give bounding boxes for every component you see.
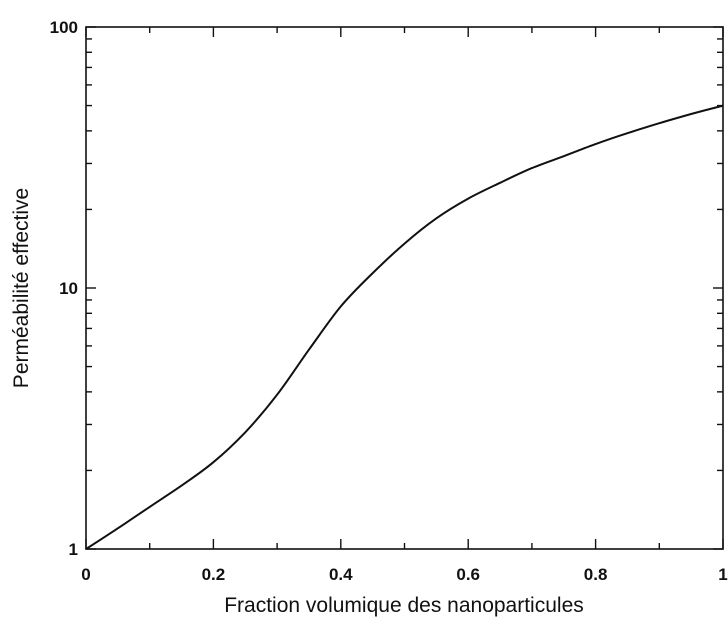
tick-labels: 0 0.2 0.4 0.6 0.8 1 1 10 100 bbox=[50, 18, 728, 584]
y-axis-label: Perméabilité effective bbox=[10, 188, 33, 388]
x-tick-label: 0.4 bbox=[329, 565, 353, 584]
plot-frame bbox=[85, 26, 724, 550]
y-tick-label: 1 bbox=[69, 540, 78, 559]
series-line bbox=[85, 104, 724, 550]
x-tick-label: 0.8 bbox=[584, 565, 608, 584]
ticks bbox=[85, 26, 724, 550]
x-tick-label: 0.2 bbox=[202, 565, 226, 584]
x-axis-label: Fraction volumique des nanoparticules bbox=[224, 594, 584, 617]
x-tick-label: 1 bbox=[718, 565, 727, 584]
y-tick-label: 10 bbox=[59, 279, 78, 298]
x-tick-label: 0 bbox=[81, 565, 90, 584]
y-tick-label: 100 bbox=[50, 18, 78, 37]
x-tick-label: 0.6 bbox=[456, 565, 480, 584]
